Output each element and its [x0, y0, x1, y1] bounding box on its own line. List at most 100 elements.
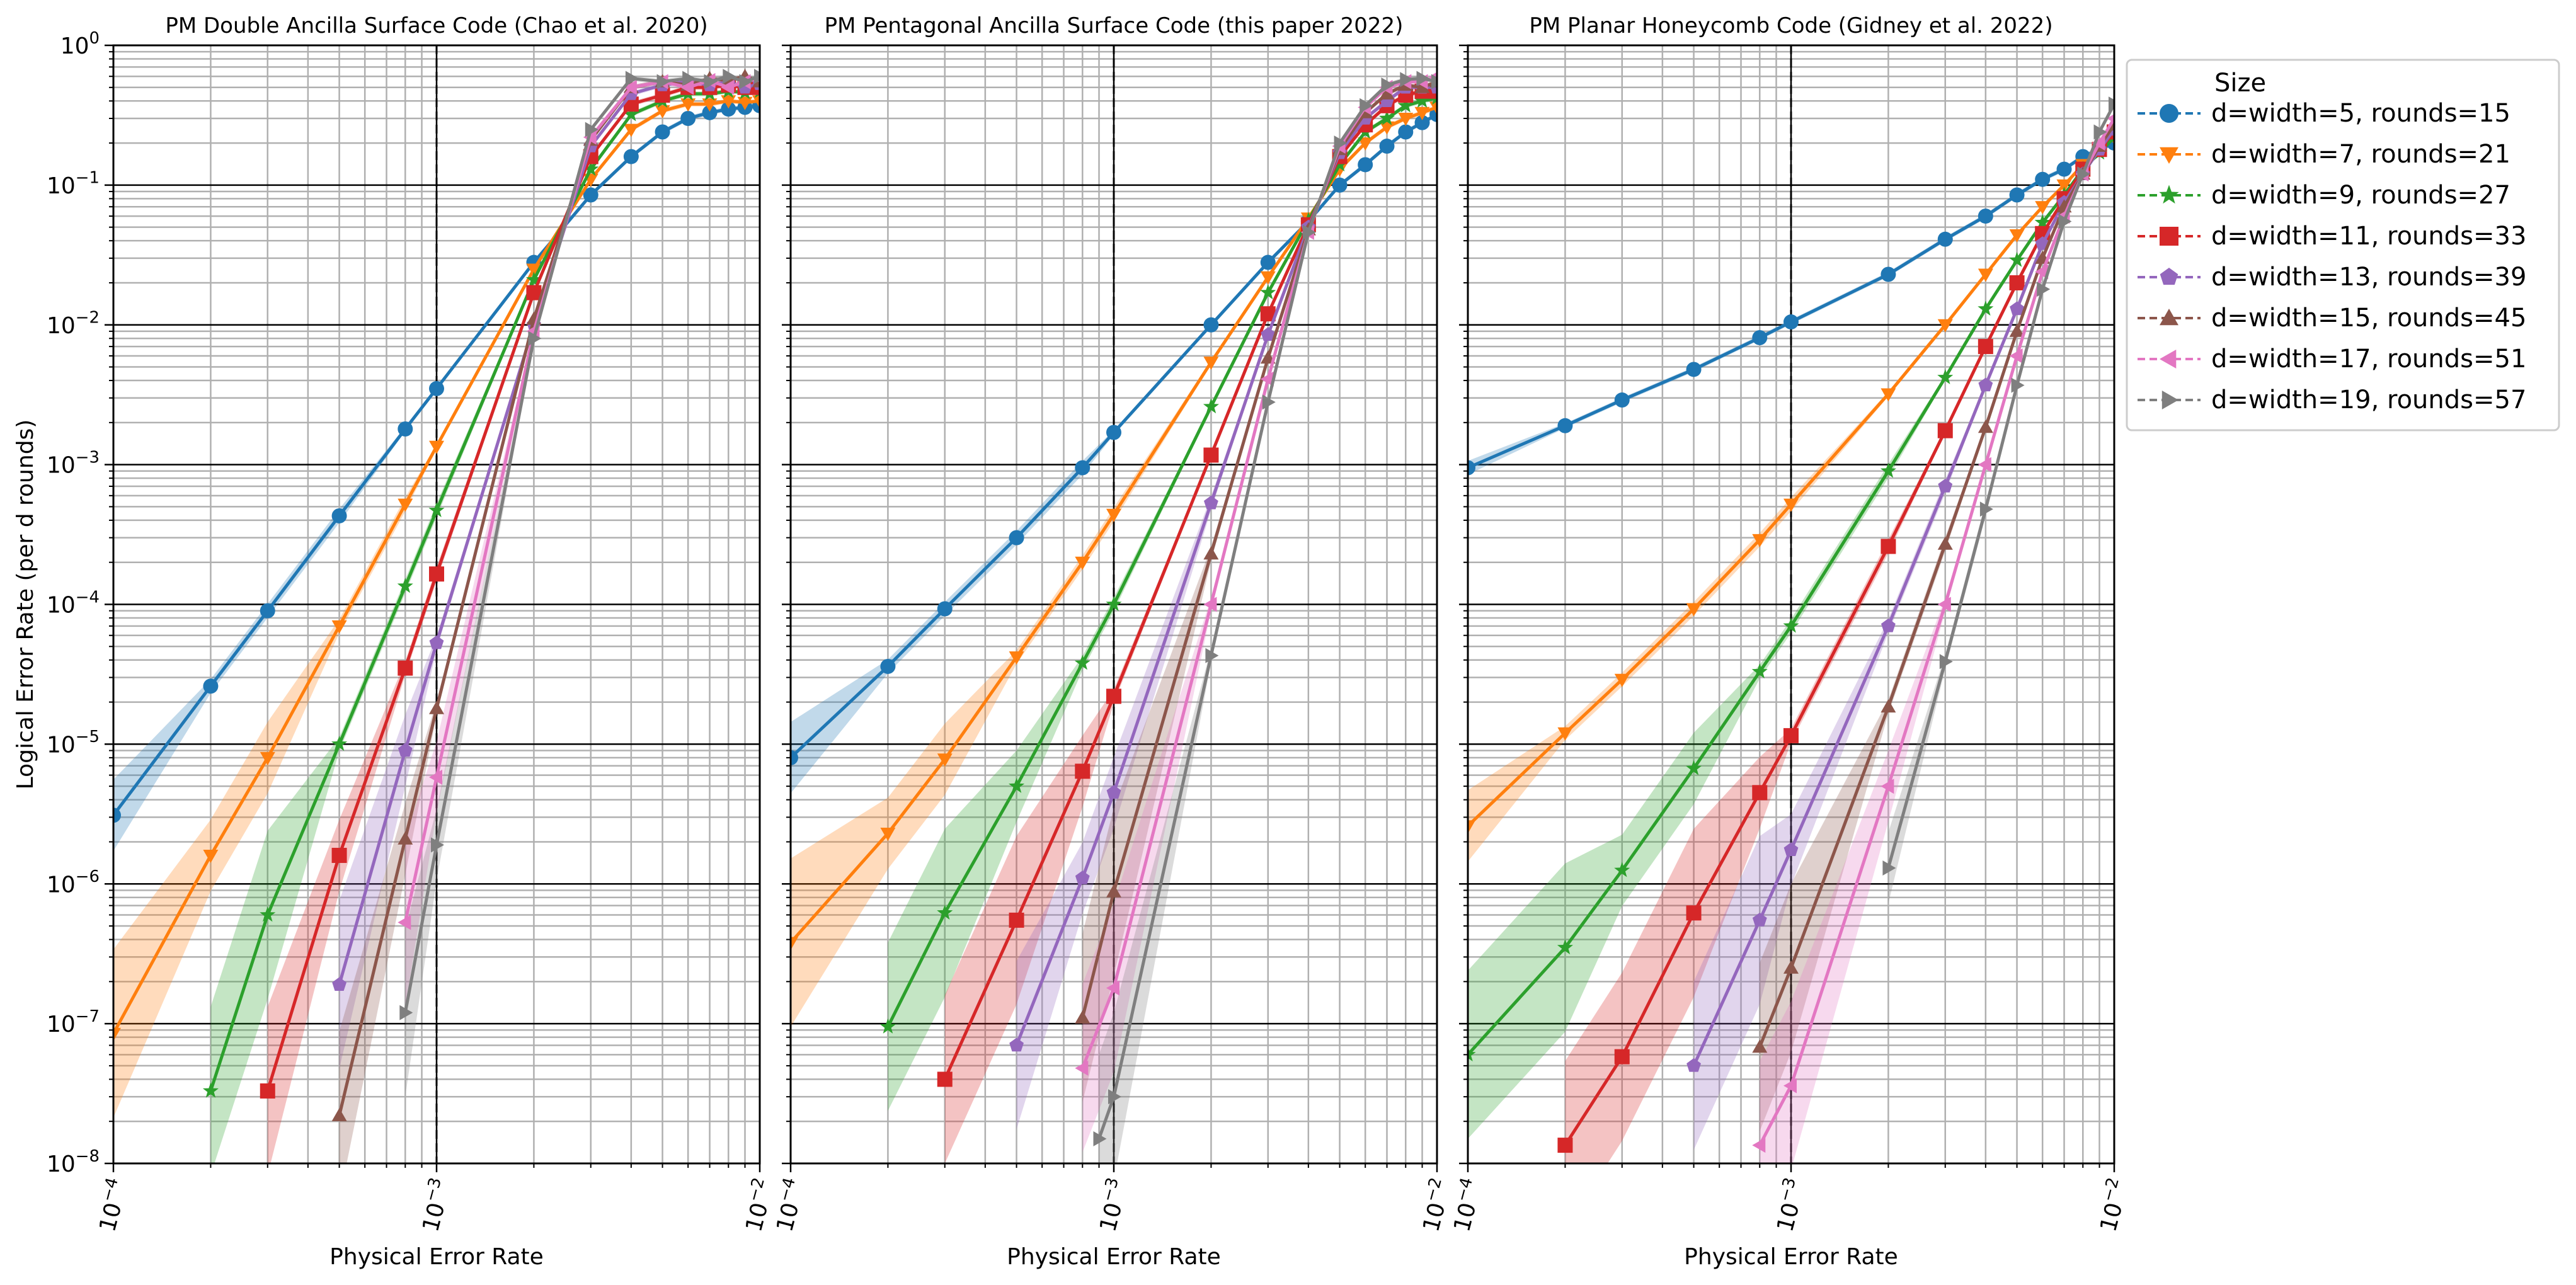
data-point — [1978, 339, 1993, 355]
data-point — [1468, 820, 1475, 834]
data-point — [880, 828, 896, 841]
data-point — [1205, 648, 1219, 663]
data-point — [1783, 728, 1799, 743]
x-tick-label: 10−3 — [413, 1175, 456, 1235]
data-point — [2107, 114, 2114, 123]
data-point — [1075, 556, 1091, 570]
plot-area — [791, 71, 1437, 1163]
error-band — [1099, 76, 1437, 1163]
data-point — [1009, 651, 1024, 665]
data-point — [1260, 284, 1276, 300]
data-point — [1614, 862, 1630, 877]
legend-marker — [2160, 268, 2178, 285]
data-point — [331, 508, 347, 523]
data-point — [752, 95, 760, 109]
data-point — [1978, 208, 1993, 224]
data-point — [2009, 252, 2025, 267]
data-point — [203, 850, 219, 863]
data-point — [583, 187, 598, 203]
data-point — [1881, 618, 1896, 632]
data-point — [1686, 760, 1702, 775]
data-point — [431, 837, 444, 853]
data-point — [1075, 460, 1091, 476]
data-point — [1009, 912, 1024, 928]
x-tick-label: 10−3 — [1091, 1175, 1133, 1235]
data-point — [1880, 266, 1896, 282]
data-point — [1398, 113, 1414, 126]
legend-entry-label: d=width=11, rounds=33 — [2211, 222, 2526, 251]
data-point — [2058, 214, 2072, 229]
data-point — [754, 69, 760, 84]
data-point — [1332, 177, 1348, 193]
data-point — [1979, 501, 1993, 517]
data-point — [1468, 460, 1475, 476]
data-point — [1203, 546, 1219, 560]
data-point — [791, 750, 798, 765]
data-point — [1783, 842, 1799, 856]
data-point — [2011, 377, 2025, 393]
data-point — [2009, 348, 2023, 363]
data-point — [1752, 330, 1768, 346]
data-point — [2035, 264, 2049, 280]
plot-area — [1468, 96, 2114, 1163]
data-point — [937, 601, 953, 617]
data-point — [398, 498, 413, 512]
data-point — [1262, 394, 1276, 410]
data-point — [680, 98, 696, 112]
data-point — [1203, 317, 1219, 333]
data-point — [1978, 457, 1991, 472]
data-point — [1400, 72, 1414, 88]
data-point — [398, 660, 413, 676]
panel-2: 10−410−310−2PM Pentagonal Ancilla Surfac… — [767, 13, 1450, 1270]
data-point — [1108, 1089, 1121, 1105]
error-band — [1888, 101, 2114, 904]
error-band — [1565, 129, 2114, 1163]
data-point — [1075, 763, 1091, 779]
data-point — [1379, 110, 1395, 125]
data-point — [623, 79, 637, 95]
y-tick-label: 10−6 — [47, 867, 100, 898]
legend-marker — [2160, 350, 2177, 368]
data-point — [428, 502, 445, 518]
data-point — [1414, 93, 1431, 108]
y-tick-label: 10−8 — [47, 1147, 100, 1177]
data-point — [1398, 124, 1414, 140]
data-point — [937, 905, 953, 920]
data-point — [880, 658, 896, 674]
data-point — [583, 161, 599, 176]
data-point — [525, 271, 542, 287]
data-point — [1880, 388, 1896, 402]
data-point — [331, 1108, 347, 1121]
data-point — [429, 380, 444, 396]
data-point — [260, 603, 275, 619]
data-point — [1106, 425, 1121, 440]
data-point — [331, 620, 347, 634]
data-point — [203, 678, 219, 694]
x-tick-label: 10−4 — [90, 1175, 133, 1235]
data-point — [1334, 135, 1348, 151]
data-point — [1075, 1060, 1089, 1076]
data-point — [1106, 688, 1121, 704]
legend-marker — [2160, 227, 2178, 246]
data-point — [1783, 1078, 1797, 1094]
data-point — [1752, 1138, 1766, 1153]
data-point — [260, 1083, 275, 1099]
data-point — [1751, 663, 1768, 678]
legend-marker — [2161, 391, 2178, 409]
data-point — [1978, 268, 1993, 282]
data-point — [1880, 779, 1894, 794]
y-tick-label: 10−1 — [47, 169, 100, 199]
data-point — [1358, 157, 1373, 173]
data-point — [1557, 727, 1573, 741]
data-point — [1429, 101, 1437, 115]
data-point — [1203, 597, 1217, 612]
error-band — [1468, 135, 2114, 1139]
data-point — [1379, 121, 1395, 135]
data-point — [2056, 179, 2072, 193]
data-point — [1752, 785, 1768, 801]
data-point — [879, 1018, 896, 1034]
data-point — [2092, 135, 2105, 151]
x-tick-label: 10−4 — [767, 1175, 810, 1235]
data-point — [429, 566, 444, 582]
panel-1: 10−8 10−7 10−6 10−5 10−4 10−3 10−2 10−1 100 10−4 1… — [13, 13, 774, 1270]
